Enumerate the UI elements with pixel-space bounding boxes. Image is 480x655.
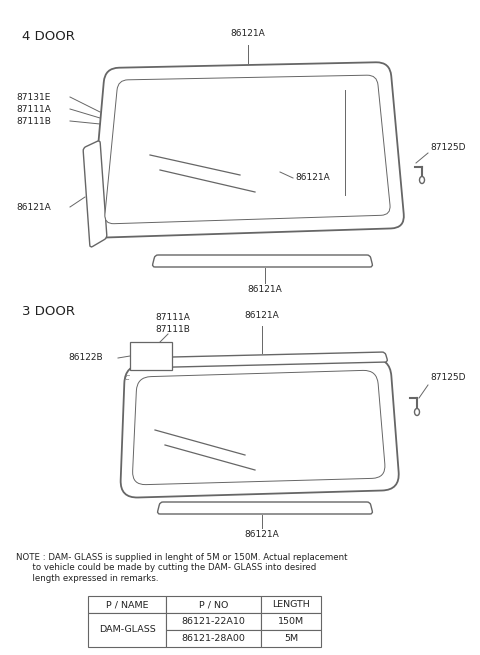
Text: NOTE : DAM- GLASS is supplied in lenght of 5M or 150M. Actual replacement
      : NOTE : DAM- GLASS is supplied in lenght … — [16, 553, 348, 583]
Text: 86121A: 86121A — [295, 174, 330, 183]
Text: 87111B: 87111B — [155, 326, 190, 335]
Text: 86121A: 86121A — [248, 285, 282, 294]
Text: 86121A: 86121A — [16, 202, 51, 212]
Text: 5M: 5M — [284, 634, 298, 643]
PathPatch shape — [83, 141, 107, 247]
Bar — [261, 613, 321, 630]
PathPatch shape — [105, 75, 390, 224]
PathPatch shape — [91, 62, 404, 238]
PathPatch shape — [153, 255, 372, 267]
Text: 87111B: 87111B — [16, 117, 51, 126]
Text: C: C — [125, 375, 130, 381]
Bar — [166, 630, 261, 647]
Text: 86121-28A00: 86121-28A00 — [181, 634, 245, 643]
Ellipse shape — [415, 409, 420, 415]
Bar — [88, 613, 166, 647]
Bar — [261, 596, 321, 613]
Text: 86122B: 86122B — [68, 354, 103, 362]
Text: P / NAME: P / NAME — [106, 600, 148, 609]
PathPatch shape — [120, 358, 399, 498]
Ellipse shape — [420, 176, 424, 183]
PathPatch shape — [157, 502, 372, 514]
Text: 3 DOOR: 3 DOOR — [22, 305, 75, 318]
Text: DAM-GLASS: DAM-GLASS — [98, 626, 156, 635]
Text: 86121A: 86121A — [245, 530, 279, 539]
Bar — [166, 596, 261, 613]
Bar — [166, 613, 261, 630]
Bar — [88, 596, 166, 613]
Text: 87111A: 87111A — [155, 314, 190, 322]
Text: P / NO: P / NO — [199, 600, 228, 609]
Text: LENGTH: LENGTH — [272, 600, 310, 609]
PathPatch shape — [131, 352, 387, 368]
Text: 87125D: 87125D — [430, 143, 466, 153]
Bar — [261, 630, 321, 647]
Text: 86121-22A10: 86121-22A10 — [181, 617, 245, 626]
Bar — [130, 342, 172, 370]
Text: 87125D: 87125D — [430, 373, 466, 383]
Text: 4 DOOR: 4 DOOR — [22, 30, 75, 43]
Text: 86121A: 86121A — [230, 29, 265, 38]
Text: 87111A: 87111A — [16, 105, 51, 113]
Text: 86121A: 86121A — [245, 311, 279, 320]
Text: 87131E: 87131E — [16, 92, 50, 102]
Text: 150M: 150M — [278, 617, 304, 626]
PathPatch shape — [132, 370, 385, 485]
